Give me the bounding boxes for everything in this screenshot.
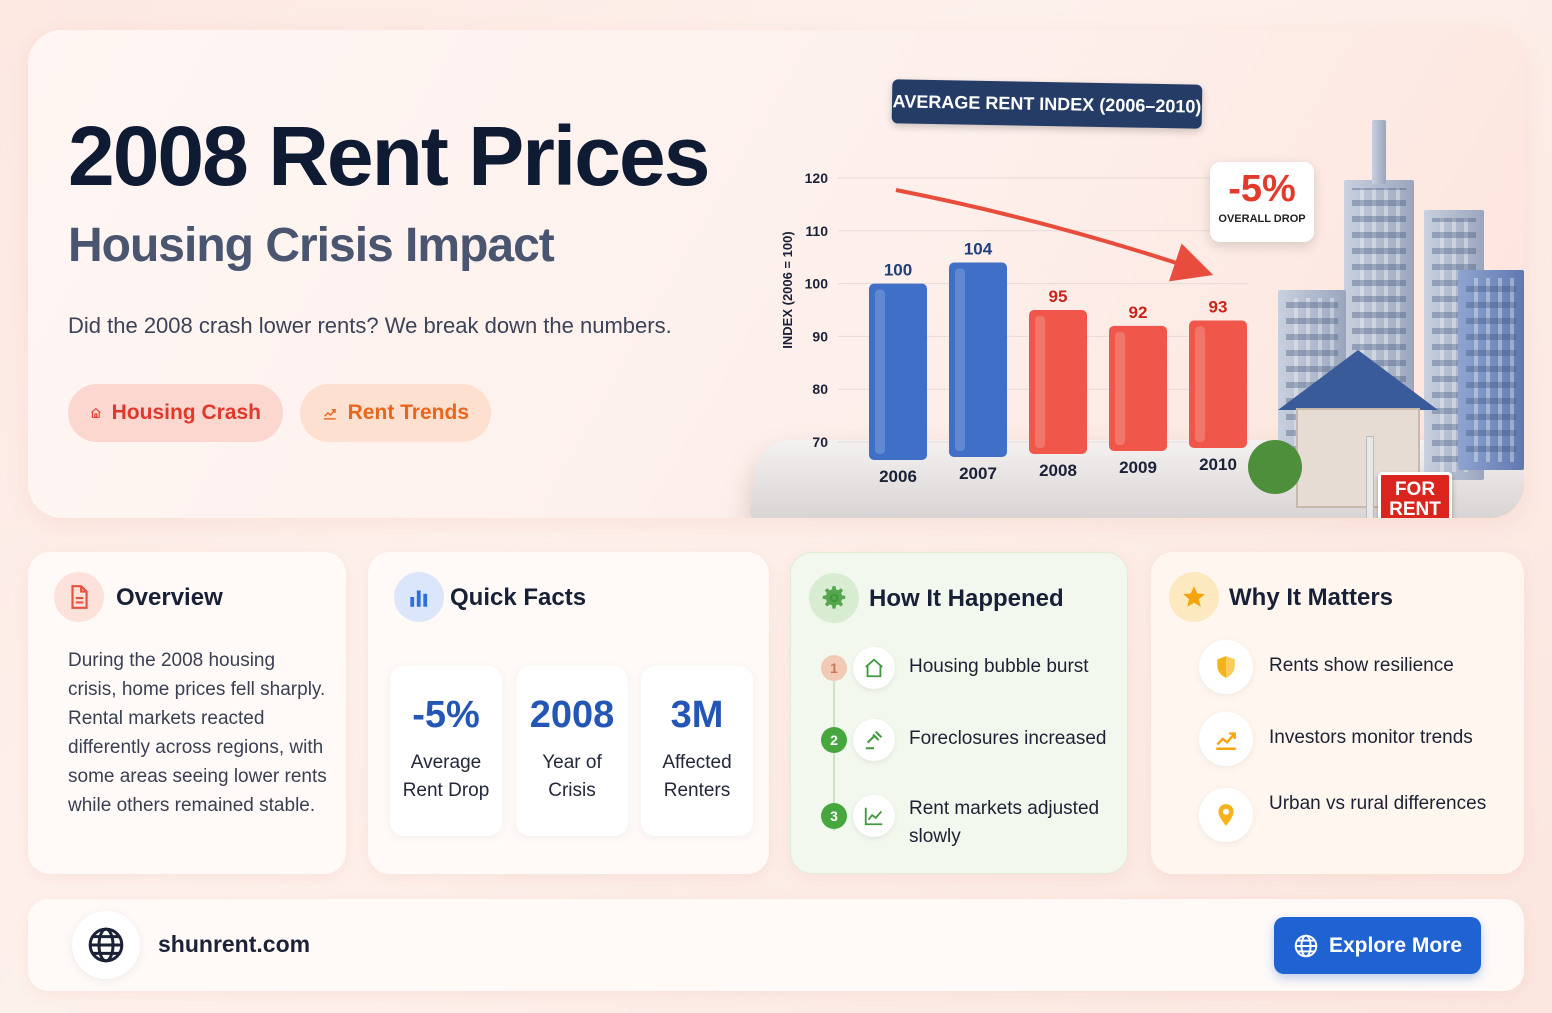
fact-label: Average Rent Drop: [402, 752, 490, 801]
fact-value: -5%: [412, 694, 480, 736]
bar-chart-icon: [394, 572, 444, 622]
rent-index-chart: FOR RENT INDEX (2006 = 100) 70 80 90 100 110…: [728, 70, 1524, 518]
house-icon: [91, 408, 101, 418]
line-chart-icon: [853, 795, 895, 837]
bar-value-label: 92: [1129, 303, 1148, 322]
step-number: 3: [821, 803, 847, 829]
bar-value-label: 93: [1209, 298, 1228, 317]
location-pin-icon: [1199, 788, 1253, 842]
fact-value: 3M: [670, 694, 724, 736]
bar-2009: [1109, 325, 1167, 451]
quick-facts-card: Quick Facts -5% Average Rent Drop 2008 Y…: [368, 552, 769, 874]
trend-arrow: [895, 188, 1214, 282]
y-axis-label: INDEX (2006 = 100): [780, 231, 795, 348]
hero-description: Did the 2008 crash lower rents? We break…: [68, 313, 672, 338]
bar-2010: [1189, 320, 1247, 448]
gavel-icon: [853, 719, 895, 761]
chart-title: AVERAGE RENT INDEX (2006–2010): [891, 79, 1203, 129]
skyscraper-spire: [1372, 120, 1386, 184]
y-tick-label: 70: [812, 434, 828, 450]
quick-facts-title: Quick Facts: [450, 584, 587, 611]
fact-value: 2008: [529, 694, 615, 736]
bar-value-label: 95: [1049, 287, 1068, 306]
bar-chart: INDEX (2006 = 100) 70 80 90 100 110 120 100 20…: [780, 170, 1248, 486]
fact-label: Affected Renters: [662, 752, 732, 801]
sign-line-2: RENT: [1389, 499, 1441, 519]
how-it-happened-card: How It Happened 1 Housing bubble burst 2…: [790, 552, 1128, 874]
blue-tower: [1458, 270, 1524, 470]
fact-card: 3M Affected Renters: [641, 666, 753, 836]
bar-highlight: [875, 289, 885, 454]
sign-line-1: FOR: [1394, 479, 1436, 500]
site-link[interactable]: shunrent.com: [158, 931, 311, 957]
x-tick-label: 2006: [879, 467, 917, 486]
house-icon: [853, 647, 895, 689]
why-text: Urban vs rural differences: [1269, 793, 1487, 814]
tag-rent-trends[interactable]: Rent Trends: [300, 384, 491, 442]
tag-label: Housing Crash: [111, 401, 261, 424]
sign-post: [1366, 436, 1374, 518]
bar-highlight: [1035, 316, 1045, 448]
gear-icon: [809, 573, 859, 623]
x-tick-label: 2008: [1039, 461, 1077, 480]
shield-icon: [1199, 640, 1253, 694]
tree: [1248, 440, 1302, 494]
explore-more-label: Explore More: [1328, 933, 1463, 957]
step-number: 1: [821, 655, 847, 681]
explore-more-button[interactable]: Explore More: [1274, 917, 1481, 974]
bar-2006: [869, 283, 927, 460]
overall-drop-label: OVERALL DROP: [1218, 213, 1306, 225]
page-title: 2008 Rent Prices: [68, 109, 710, 203]
step-text: Foreclosures increased: [909, 728, 1107, 749]
page-subtitle: Housing Crisis Impact: [68, 219, 555, 272]
why-it-matters-card: Why It Matters Rents show resilience Inv…: [1151, 552, 1524, 874]
overview-text: During the 2008 housing crisis, home pri…: [68, 650, 327, 816]
x-tick-label: 2007: [959, 464, 997, 483]
globe-icon: [1294, 934, 1318, 957]
house-roof: [1278, 350, 1438, 410]
fact-card: -5% Average Rent Drop: [390, 666, 502, 836]
star-icon: [1169, 572, 1219, 622]
overall-drop-value: -5%: [1228, 168, 1296, 210]
tag-label: Rent Trends: [347, 401, 469, 424]
trend-up-icon: [323, 409, 336, 420]
bar-highlight: [1195, 326, 1205, 442]
bar-2007: [949, 262, 1007, 457]
y-tick-label: 80: [812, 381, 828, 397]
step-number: 2: [821, 727, 847, 753]
x-tick-label: 2010: [1199, 455, 1237, 474]
city-illustration: FOR RENT: [1248, 100, 1524, 518]
why-it-matters-title: Why It Matters: [1229, 584, 1394, 611]
tag-housing-crash[interactable]: Housing Crash: [68, 384, 283, 442]
y-tick-label: 110: [805, 223, 828, 239]
fact-label: Year of Crisis: [542, 752, 602, 801]
trend-up-icon: [1199, 712, 1253, 766]
step-text: Housing bubble burst: [909, 656, 1089, 677]
bar-2008: [1029, 310, 1087, 454]
hero-banner: 2008 Rent Prices Housing Crisis Impact D…: [28, 30, 1524, 518]
overview-card: Overview During the 2008 housing crisis,…: [28, 552, 346, 874]
document-icon: [54, 572, 104, 622]
how-it-happened-title: How It Happened: [869, 585, 1064, 612]
overall-drop-card: -5% OVERALL DROP: [1210, 162, 1314, 242]
y-tick-label: 90: [812, 328, 828, 344]
bar-value-label: 104: [964, 239, 993, 258]
y-tick-label: 100: [805, 276, 829, 292]
step-text: Rent markets adjusted slowly: [909, 798, 1100, 847]
why-text: Investors monitor trends: [1269, 727, 1473, 748]
globe-icon: [72, 911, 140, 979]
footer-bar: shunrent.com Explore More: [28, 899, 1524, 991]
bar-highlight: [1115, 331, 1125, 445]
y-tick-label: 120: [805, 170, 829, 186]
bar-value-label: 100: [884, 261, 912, 280]
fact-card: 2008 Year of Crisis: [516, 666, 628, 836]
bar-highlight: [955, 268, 965, 451]
overview-title: Overview: [116, 584, 223, 611]
for-rent-sign: FOR RENT: [1378, 472, 1452, 518]
x-tick-label: 2009: [1119, 458, 1157, 477]
why-text: Rents show resilience: [1269, 655, 1454, 676]
